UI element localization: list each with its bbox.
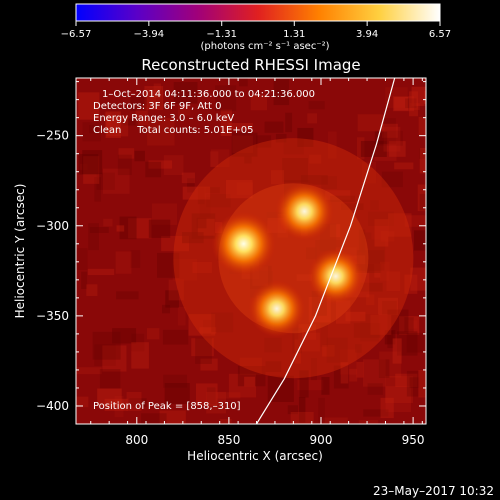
- x-tick-label: 800: [125, 433, 148, 447]
- x-tick-label: 900: [310, 433, 333, 447]
- peak-position-label: Position of Peak = [858,–310]: [93, 401, 241, 412]
- x-tick-label: 950: [402, 433, 425, 447]
- axis-ticks: 800 850 900 950 −400 −350 −300 −250: [36, 78, 426, 447]
- y-tick-label: −250: [36, 129, 69, 143]
- emission-haze: [173, 138, 414, 379]
- annotation-clean-counts: Clean Total counts: 5.01E+05: [93, 125, 253, 136]
- emission-source: [211, 211, 276, 276]
- annotation-time-range: 1–Oct–2014 04:11:36.000 to 04:21:36.000: [102, 89, 315, 100]
- y-tick-label: −350: [36, 309, 69, 323]
- chart-title: Reconstructed RHESSI Image: [141, 56, 360, 74]
- emission-source: [248, 280, 306, 338]
- colorbar-unit-label: (photons cm⁻² s⁻¹ asec⁻²): [200, 41, 329, 52]
- emission-sources: [211, 182, 364, 338]
- solar-limb-curve: [255, 78, 396, 424]
- colorbar-tick-label: −3.94: [134, 29, 165, 40]
- plot-frame: [75, 77, 427, 425]
- annotation-detectors: Detectors: 3F 6F 9F, Att 0: [93, 101, 221, 112]
- x-tick-label: 850: [217, 433, 240, 447]
- colorbar-tick-label: 6.57: [429, 29, 451, 40]
- colorbar-ticks: −6.57 −3.94 −1.31 1.31 3.94 6.57: [61, 21, 451, 40]
- plot-area: [76, 78, 426, 424]
- colorbar-tick-label: −6.57: [61, 29, 92, 40]
- y-axis-label: Heliocentric Y (arcsec): [13, 184, 27, 319]
- colorbar: [75, 3, 441, 22]
- x-axis-label: Heliocentric X (arcsec): [187, 449, 323, 463]
- emission-source: [275, 182, 334, 241]
- footer-date: 23–May–2017 10:32: [373, 484, 494, 498]
- y-tick-label: −300: [36, 219, 69, 233]
- colorbar-tick-label: 1.31: [283, 29, 305, 40]
- y-tick-label: −400: [36, 399, 69, 413]
- colorbar-tick-label: 3.94: [356, 29, 378, 40]
- emission-source: [307, 248, 364, 305]
- colorbar-tick-label: −1.31: [206, 29, 237, 40]
- annotation-energy-range: Energy Range: 3.0 – 6.0 keV: [93, 113, 234, 124]
